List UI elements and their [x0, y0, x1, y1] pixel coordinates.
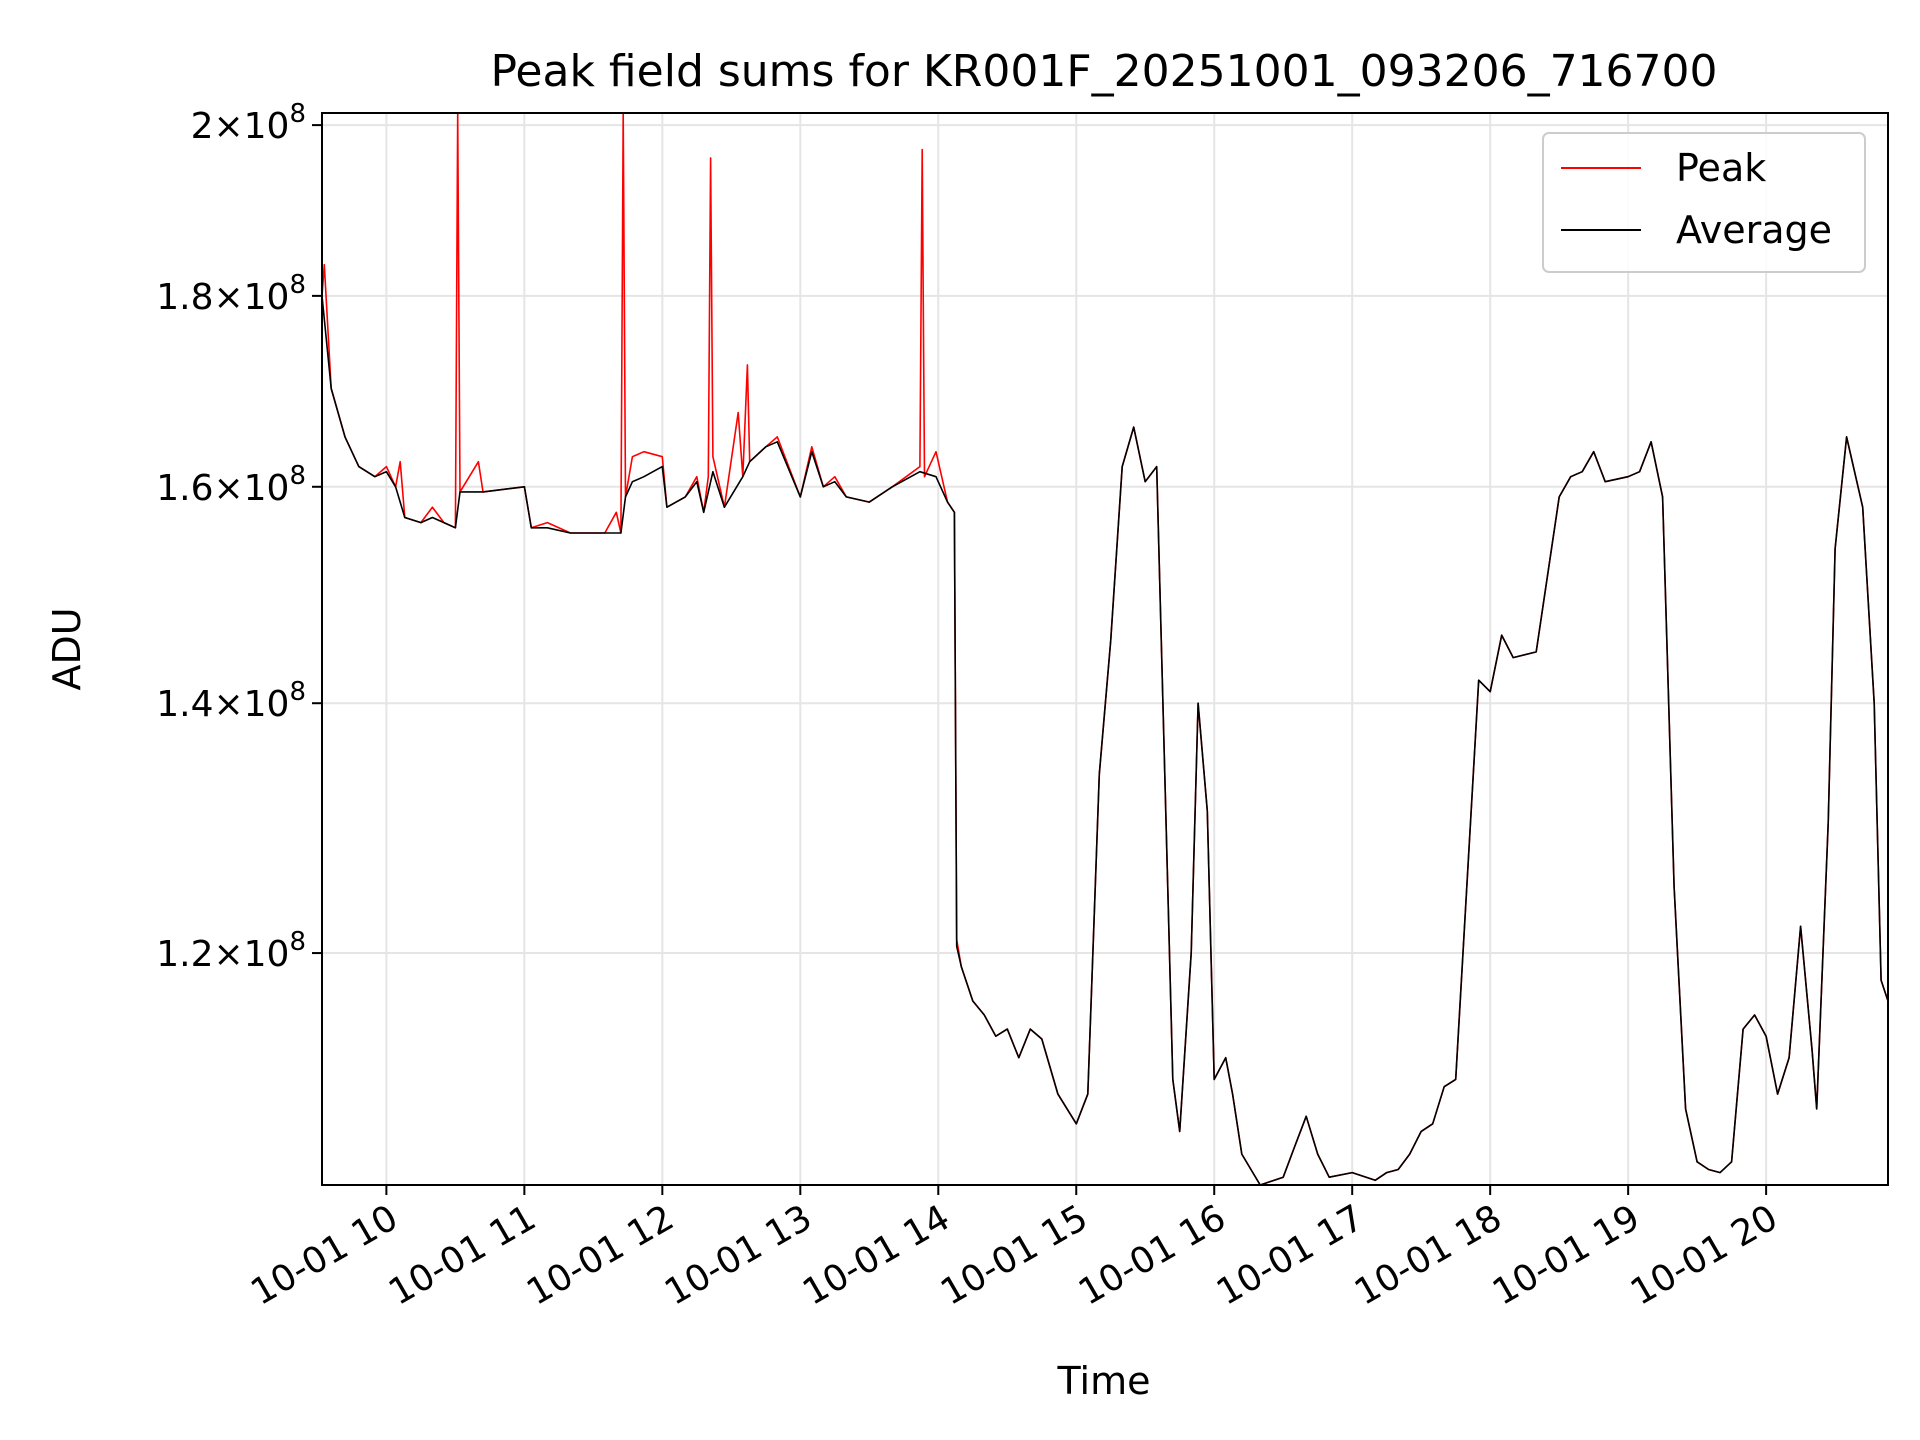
y-tick-label: 1.6×108 — [156, 461, 306, 509]
grid-layer — [322, 113, 1888, 1185]
legend: Peak Average — [1542, 132, 1866, 273]
legend-peak-label: Peak — [1676, 146, 1766, 190]
y-axis-label: ADU — [45, 607, 89, 690]
y-tick-label: 1.4×108 — [156, 677, 306, 725]
chart-title: Peak field sums for KR001F_20251001_0932… — [490, 46, 1717, 97]
plot-series-layer — [322, 113, 1888, 1185]
y-tick-label: 1.2×108 — [156, 927, 306, 975]
y-tick-label: 2×108 — [191, 99, 306, 147]
x-axis-label: Time — [1057, 1359, 1151, 1403]
y-tick-label: 1.8×108 — [156, 270, 306, 318]
series-line-average — [322, 295, 1888, 1185]
legend-average-label: Average — [1676, 208, 1832, 252]
plot-frame — [321, 112, 1889, 1186]
